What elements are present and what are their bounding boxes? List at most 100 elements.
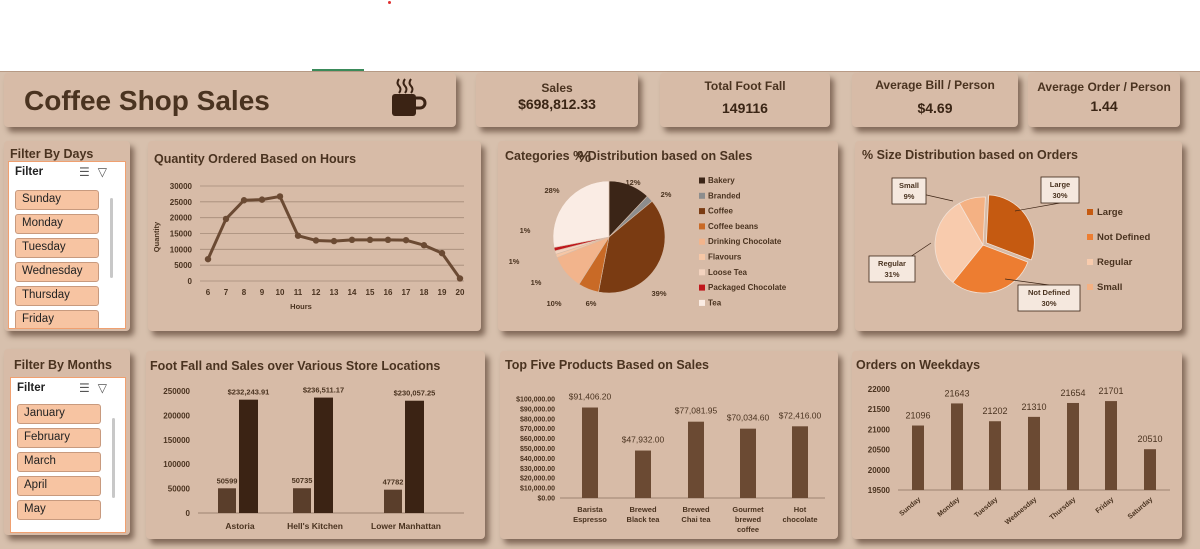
slicer-item-wednesday[interactable]: Wednesday <box>15 262 99 282</box>
multi-select-icon[interactable]: ☰ <box>79 165 98 179</box>
legend-label: Drinking Chocolate <box>708 237 782 246</box>
clear-filter-icon[interactable]: ▽ <box>97 165 115 179</box>
callout-leader <box>1014 202 1061 212</box>
slicer-item-may[interactable]: May <box>17 500 101 520</box>
bar-data-label: 47782 <box>383 478 404 487</box>
category-pie-chart: % 12% 2% 39% 6% 10% 1% 1% 1% 28% Bakery Branded Coff… <box>509 149 787 308</box>
product-bar <box>582 407 598 498</box>
y-tick-label: $10,000.00 <box>520 486 555 493</box>
days-slicer[interactable]: Filter ☰▽ Sunday Monday Tuesday Wednesda… <box>8 161 126 329</box>
legend-label: Flavours <box>708 253 742 262</box>
weekday-bar-chart: 19500 20000 20500 21000 21500 22000 21096 Sunda… <box>868 385 1170 526</box>
slicer-scrollbar[interactable] <box>110 198 113 278</box>
bar-data-label: $91,406.20 <box>569 392 612 402</box>
slicer-item-january[interactable]: January <box>17 404 101 424</box>
x-tick-label: 16 <box>384 288 393 297</box>
months-slicer[interactable]: Filter ☰▽ January February March April M… <box>10 377 126 533</box>
x-tick-label: 18 <box>420 288 429 297</box>
pie-data-label: 1% <box>531 278 542 287</box>
data-point <box>456 275 464 282</box>
clear-filter-icon[interactable]: ▽ <box>97 381 115 395</box>
y-tick-label: $60,000.00 <box>520 436 555 443</box>
page-title: Coffee Shop Sales <box>24 85 270 116</box>
chart-title: Top Five Products Based on Sales <box>505 358 709 372</box>
y-tick-label: $40,000.00 <box>520 456 555 463</box>
chart-title: Foot Fall and Sales over Various Store L… <box>150 359 441 373</box>
slicer-item-monday[interactable]: Monday <box>15 214 99 234</box>
bar-series-0 <box>293 488 311 513</box>
legend-label: Regular <box>1097 257 1133 268</box>
data-point <box>204 255 212 263</box>
size-pie-chart: Large 30% Not Defined 30% Regular 31% Small 9% L… <box>868 176 1151 312</box>
pie-data-label: 39% <box>651 289 666 298</box>
bar-data-label: 21701 <box>1098 386 1123 396</box>
bar-data-label: 21096 <box>905 411 930 421</box>
data-point <box>222 215 230 223</box>
legend-label: Branded <box>708 191 741 200</box>
y-tick-label: 0 <box>186 509 191 518</box>
callout-pct: 31% <box>884 270 899 279</box>
pie-slice-large <box>985 194 1035 261</box>
callout-leader <box>1004 278 1050 286</box>
callout-pct: 30% <box>1052 191 1067 200</box>
callout-box <box>1040 176 1080 204</box>
size-pie-card: % Size Distribution based on Orders Larg… <box>855 141 1182 331</box>
top-products-card: Top Five Products Based on Sales $0.00 $1… <box>500 351 838 539</box>
data-point <box>438 249 446 257</box>
weekday-bar <box>1144 449 1156 490</box>
legend-label: Coffee <box>708 207 733 216</box>
y-tick-label: $100,000.00 <box>516 397 555 404</box>
kpi-value: 149116 <box>722 100 768 116</box>
pie-data-label: 6% <box>586 299 597 308</box>
x-tick-label: 14 <box>348 288 357 297</box>
slicer-scrollbar[interactable] <box>112 418 115 498</box>
data-point <box>348 236 356 244</box>
kpi-label: Total Foot Fall <box>704 79 786 93</box>
legend-label: Small <box>1097 282 1122 293</box>
slicer-item-april[interactable]: April <box>17 476 101 496</box>
data-point <box>330 237 338 245</box>
slicer-item-sunday[interactable]: Sunday <box>15 190 99 210</box>
callout-box <box>1017 284 1081 312</box>
x-tick-label: 7 <box>224 288 229 297</box>
product-bar <box>688 421 704 498</box>
legend-swatch <box>699 238 705 245</box>
legend-swatch <box>1087 284 1093 290</box>
bar-data-label: $236,511.17 <box>303 386 344 395</box>
multi-select-icon[interactable]: ☰ <box>79 381 98 395</box>
kpi-avg-bill-card: Average Bill / Person $4.69 <box>852 73 1018 127</box>
slicer-item-february[interactable]: February <box>17 428 101 448</box>
legend-label: Packaged Chocolate <box>708 283 787 292</box>
callout-name: Small <box>899 181 919 190</box>
x-tick-label: Wednesday <box>1004 496 1038 526</box>
data-point <box>240 197 248 204</box>
pie-data-label: 28% <box>544 186 559 195</box>
weekday-bar <box>1028 416 1040 490</box>
x-tick-label: Friday <box>1095 496 1116 515</box>
y-tick-label: 10000 <box>170 245 193 254</box>
kpi-avg-order-card: Average Order / Person 1.44 <box>1028 73 1180 127</box>
hours-line-chart: 0 5000 10000 15000 20000 25000 30000 6 7 8 9 10 11 12… <box>152 182 465 311</box>
x-tick-label: Thursday <box>1049 496 1078 522</box>
y-tick-label: $20,000.00 <box>520 476 555 483</box>
y-tick-label: 20500 <box>868 446 891 455</box>
legend-swatch <box>1087 234 1093 240</box>
legend-label: Coffee beans <box>708 222 759 231</box>
pie-data-label: 1% <box>520 226 531 235</box>
data-point <box>366 236 374 244</box>
slicer-item-thursday[interactable]: Thursday <box>15 286 99 306</box>
x-tick-label: 9 <box>260 288 265 297</box>
pie-slice-tea <box>552 180 610 248</box>
x-tick-label: Astoria <box>225 521 255 531</box>
slicer-item-march[interactable]: March <box>17 452 101 472</box>
pie-slice-regular <box>934 202 984 283</box>
slicer-item-friday[interactable]: Friday <box>15 310 99 328</box>
bar-data-label: $77,081.95 <box>675 406 718 416</box>
slicer-item-tuesday[interactable]: Tuesday <box>15 238 99 258</box>
legend-swatch <box>699 299 705 306</box>
y-tick-label: $0.00 <box>537 496 555 503</box>
x-tick-label: Tuesday <box>973 496 999 519</box>
x-tick-label: 6 <box>206 288 211 297</box>
y-tick-label: 21000 <box>868 425 891 434</box>
chart-title: Categories % Distribution based on Sales <box>505 149 752 163</box>
